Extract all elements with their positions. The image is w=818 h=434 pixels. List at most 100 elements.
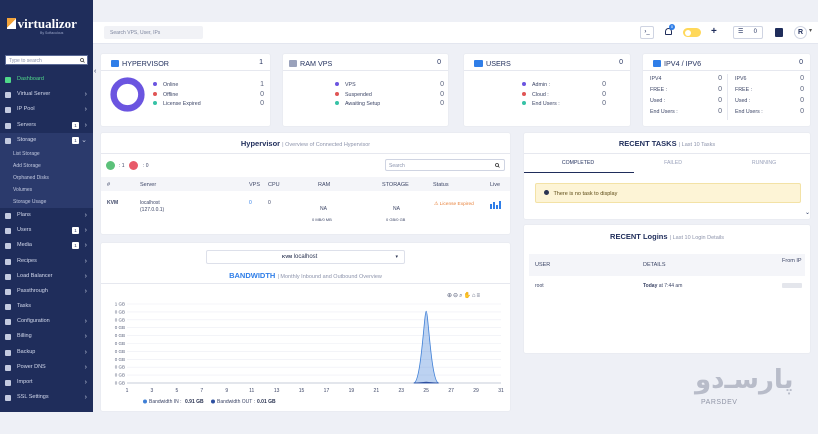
sidebar-subitem-add-storage[interactable]: Add Storage <box>0 159 93 172</box>
ram-count: 0 <box>437 59 441 66</box>
sidebar-item-billing[interactable]: Billing › <box>0 329 93 344</box>
login-ip-redacted <box>782 283 802 288</box>
sidebar-item-load-balancer[interactable]: Load Balancer › <box>0 269 93 284</box>
plans-icon <box>5 212 11 219</box>
zoom-out-icon[interactable]: ⊖ <box>453 293 460 299</box>
menu-icon[interactable]: ≡ <box>476 293 482 299</box>
chevron-right-icon: › <box>84 318 87 326</box>
terminal-button[interactable]: ›_ <box>640 26 654 39</box>
divider <box>524 153 810 154</box>
x-tick-label: 5 <box>175 388 178 394</box>
chevron-down-icon[interactable]: ⌄ <box>805 210 811 216</box>
sidebar-item-label: Plans <box>17 211 31 218</box>
sidebar-item-passthrough[interactable]: Passthrough › <box>0 284 93 299</box>
tab-completed[interactable]: COMPLETED <box>561 160 595 166</box>
chevron-down-icon[interactable]: ▾ <box>809 28 813 34</box>
hypervisor-select[interactable]: KVM localhost ▾ <box>206 250 405 264</box>
x-tick-label: 9 <box>225 388 228 394</box>
status-dot-icon <box>335 91 339 96</box>
task-list-button[interactable]: ☰ 0 <box>733 26 763 39</box>
brand-logo[interactable]: virtualizor By Softaculous <box>0 0 93 44</box>
sidebar-item-label: Passthrough <box>17 287 48 294</box>
hypervisor-panel: Hypervisor | Overview of Connected Hyper… <box>101 133 510 234</box>
home-icon[interactable]: ⌂ <box>471 293 477 299</box>
global-search-input[interactable]: Search VPS, User, IPs <box>104 26 203 39</box>
sidebar-search-placeholder: Type to search <box>9 58 42 64</box>
sidebar-item-media[interactable]: Media 1 › <box>0 238 93 253</box>
server-icon <box>111 60 119 67</box>
sidebar-subitem-storage-usage[interactable]: Storage Usage <box>0 195 93 208</box>
add-button[interactable]: + <box>711 26 717 37</box>
tab-failed[interactable]: FAILED <box>664 160 682 166</box>
import-icon <box>5 380 11 386</box>
parsdev-watermark: پارسـ‌دو PARSDEV <box>695 365 793 406</box>
sidebar-item-backup[interactable]: Backup › <box>0 345 93 360</box>
ram-row: VPS <box>335 82 356 88</box>
hypervisor-stat-card: HYPERVISOR 1 Online 1 Offline 0 License Expi… <box>101 54 270 126</box>
sidebar-item-label: Backup <box>17 348 36 355</box>
hypervisor-row-label: Online <box>163 82 179 88</box>
hypervisor-row-value: 0 <box>260 90 264 98</box>
tasks-icon <box>5 304 11 311</box>
sidebar-item-import[interactable]: Import › <box>0 375 93 390</box>
sidebar-item-recipes[interactable]: Recipes › <box>0 254 93 269</box>
sidebar-item-storage[interactable]: Storage 1 ⌄ <box>0 132 93 148</box>
x-tick-label: 17 <box>324 388 330 394</box>
offline-status-icon[interactable] <box>129 161 138 170</box>
sidebar-item-users[interactable]: Users 1 › <box>0 223 93 238</box>
zoom-in-icon[interactable]: ⊕ <box>447 293 454 299</box>
logins-table-header <box>529 254 805 276</box>
chevron-right-icon: › <box>84 287 87 295</box>
sidebar-item-power-dns[interactable]: Power DNS › <box>0 360 93 375</box>
ip-right-label: FREE : <box>735 87 753 93</box>
sidebar-item-servers[interactable]: Servers 1 › <box>0 118 93 133</box>
sidebar-subitem-volumes[interactable]: Volumes <box>0 183 93 196</box>
search-icon[interactable]: ⌕ <box>459 293 464 299</box>
chevron-right-icon: › <box>84 257 87 265</box>
chevron-left-icon[interactable]: ‹ <box>94 68 97 75</box>
sidebar-item-label: IP Pool <box>17 106 35 113</box>
pan-icon[interactable]: ✋ <box>463 293 472 299</box>
ssl-settings-icon <box>5 395 11 402</box>
hypervisor-server-name[interactable]: localhost <box>140 200 160 206</box>
hypervisor-header-status: Status <box>433 182 449 188</box>
logins-header-user: USER <box>535 262 551 268</box>
live-stats-icon[interactable] <box>490 201 501 209</box>
x-tick-label: 29 <box>473 388 479 394</box>
docs-icon[interactable] <box>775 28 783 37</box>
backup-icon <box>5 349 11 356</box>
ip-right-label: IPV6 <box>735 76 747 82</box>
users-row-label: Cloud : <box>532 91 549 98</box>
hypervisor-table-header <box>101 177 510 191</box>
status-dot-icon <box>522 101 526 105</box>
bandwidth-chart: 1 GB 0 GB 0 GB 0 GB 0 GB 0 GB 0 GB 0 GB 0 GB 0 GB… <box>115 302 504 406</box>
theme-toggle[interactable] <box>683 28 701 37</box>
ip-left-label: End Users : <box>650 109 678 115</box>
ip-card-title: IPV4 / IPV6 <box>664 59 702 68</box>
x-tick-label: 19 <box>349 388 355 394</box>
tab-running[interactable]: RUNNING <box>751 160 777 166</box>
task-list-count: 0 <box>753 29 757 35</box>
sidebar-item-dashboard[interactable]: Dashboard <box>0 72 93 87</box>
notifications-button[interactable]: 0 <box>664 24 675 39</box>
sidebar-item-configuration[interactable]: Configuration › <box>0 314 93 329</box>
x-tick-label: 3 <box>151 388 154 394</box>
hypervisor-ram: 0 MB/0 MB <box>312 217 332 222</box>
sidebar-item-plans[interactable]: Plans › <box>0 208 93 223</box>
sidebar-menu: Dashboard Virtual Server › IP Pool › Servers 1… <box>0 72 93 405</box>
avatar[interactable]: R <box>794 26 807 39</box>
sidebar-item-tasks[interactable]: Tasks <box>0 299 93 314</box>
list-icon: ☰ <box>738 29 744 35</box>
hypervisor-search-input[interactable]: Search <box>385 159 505 171</box>
sidebar-item-ssl-settings[interactable]: SSL Settings › <box>0 390 93 405</box>
sidebar-subitem-orphaned-disks[interactable]: Orphaned Disks <box>0 171 93 184</box>
sidebar-search-input[interactable]: Type to search <box>5 55 88 65</box>
hypervisor-vps-count[interactable]: 0 <box>249 200 252 206</box>
y-tick-label: 0 GB <box>115 373 125 378</box>
sidebar-subitem-list-storage[interactable]: List Storage <box>0 147 93 160</box>
sidebar-item-virtual-server[interactable]: Virtual Server › <box>0 87 93 102</box>
sidebar-item-badge: 1 <box>72 136 79 144</box>
online-status-icon[interactable] <box>106 161 115 170</box>
ram-row: Suspended <box>335 91 372 98</box>
sidebar-item-ip-pool[interactable]: IP Pool › <box>0 102 93 117</box>
